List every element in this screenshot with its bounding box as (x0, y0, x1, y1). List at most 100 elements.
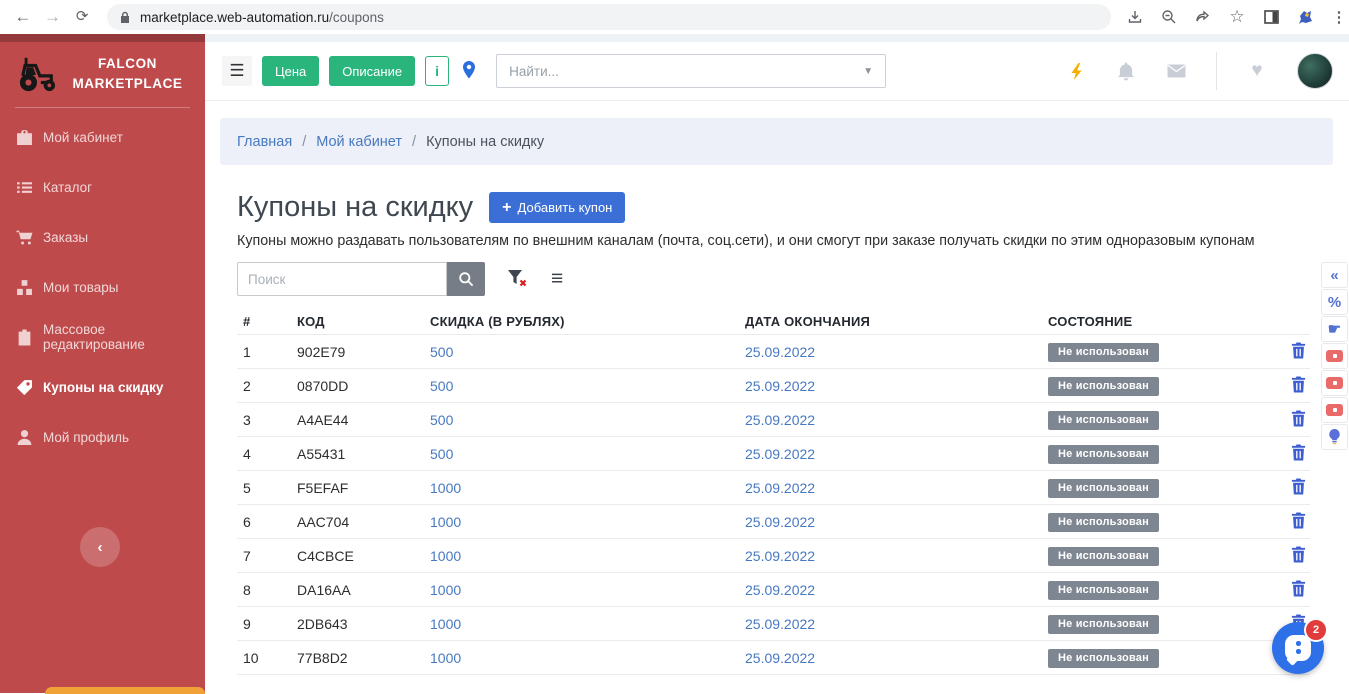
discount-editable-link[interactable]: 500 (430, 411, 454, 428)
video-icon (1326, 404, 1343, 416)
end-date-editable-link[interactable]: 25.09.2022 (745, 445, 816, 462)
tool-button-lightbulb[interactable] (1321, 424, 1348, 450)
sidebar-item-bulk-edit[interactable]: Массовое редактирование (0, 312, 205, 362)
end-date-editable-link[interactable]: 25.09.2022 (745, 581, 816, 598)
sidebar-item-label: Массовое редактирование (43, 322, 145, 353)
sidebar-item-orders[interactable]: Заказы (0, 212, 205, 262)
bottom-toast-peek (45, 687, 205, 694)
sidebar-item-profile[interactable]: Мой профиль (0, 412, 205, 462)
tool-button-video[interactable] (1321, 397, 1348, 423)
tool-button-video[interactable] (1321, 343, 1348, 369)
address-bar[interactable]: marketplace.web-automation.ru/coupons (107, 4, 1112, 30)
search-button[interactable] (447, 262, 485, 296)
zoom-out-icon[interactable] (1159, 7, 1179, 27)
header-end-date: ДАТА ОКОНЧАНИЯ (745, 313, 871, 329)
plus-icon: + (502, 198, 512, 216)
favorites-heart-icon[interactable]: ♥ (1251, 60, 1263, 81)
discount-editable-link[interactable]: 500 (430, 377, 454, 394)
breadcrumb-home-link[interactable]: Главная (237, 133, 293, 150)
status-badge: Не использован (1048, 512, 1159, 532)
discount-editable-link[interactable]: 1000 (430, 479, 462, 496)
coupon-code: F5EFAF (297, 479, 349, 496)
sidebar-item-products[interactable]: Мои товары (0, 262, 205, 312)
status-badge: Не использован (1048, 580, 1159, 600)
delete-coupon-button[interactable] (1288, 580, 1308, 600)
coupon-search-input[interactable] (237, 262, 447, 296)
tool-button-percent[interactable]: % (1321, 289, 1348, 315)
sidebar-item-label: Мой кабинет (43, 129, 123, 145)
add-coupon-button[interactable]: + Добавить купон (489, 192, 626, 223)
cart-icon (16, 229, 33, 246)
delete-coupon-button[interactable] (1288, 546, 1308, 566)
menu-toggle-icon[interactable]: ☰ (222, 56, 252, 86)
chat-widget-button[interactable]: 2 (1272, 618, 1328, 674)
end-date-editable-link[interactable]: 25.09.2022 (745, 615, 816, 632)
video-icon (1326, 350, 1343, 362)
sidebar-item-cabinet[interactable]: Мой кабинет (0, 112, 205, 162)
page-title: Купоны на скидку (237, 191, 474, 223)
row-number: 5 (243, 479, 251, 496)
discount-editable-link[interactable]: 1000 (430, 581, 462, 598)
tool-button-collapse-left[interactable]: « (1321, 262, 1348, 288)
price-button[interactable]: Цена (262, 56, 320, 86)
sidebar-item-coupons[interactable]: Купоны на скидку (0, 362, 205, 412)
browser-refresh-icon[interactable]: ⟳ (67, 3, 97, 31)
end-date-editable-link[interactable]: 25.09.2022 (745, 343, 816, 360)
clear-filter-button[interactable] (507, 269, 529, 289)
download-icon[interactable] (1125, 7, 1145, 27)
end-date-editable-link[interactable]: 25.09.2022 (745, 377, 816, 394)
discount-editable-link[interactable]: 500 (430, 445, 454, 462)
tool-button-video[interactable] (1321, 370, 1348, 396)
share-icon[interactable] (1193, 7, 1213, 27)
status-badge: Не использован (1048, 444, 1159, 464)
tool-button-hand-pointer[interactable]: ☛ (1321, 316, 1348, 342)
discount-editable-link[interactable]: 1000 (430, 615, 462, 632)
discount-editable-link[interactable]: 1000 (430, 649, 462, 666)
end-date-editable-link[interactable]: 25.09.2022 (745, 547, 816, 564)
row-number: 7 (243, 547, 251, 564)
end-date-editable-link[interactable]: 25.09.2022 (745, 479, 816, 496)
coupon-code: 902E79 (297, 343, 346, 360)
app-topbar: ☰ Цена Описание i Найти... ▼ ♥ (205, 42, 1349, 101)
coupon-code: DA16AA (297, 581, 351, 598)
sidebar-collapse-button[interactable]: ‹ (80, 527, 120, 567)
sidebar-item-label: Каталог (43, 179, 93, 195)
messages-envelope-icon[interactable] (1166, 61, 1186, 81)
user-avatar[interactable] (1297, 53, 1333, 89)
header-status: СОСТОЯНИЕ (1048, 313, 1133, 329)
info-button[interactable]: i (425, 56, 450, 86)
browser-forward-icon[interactable]: → (38, 3, 68, 31)
global-search-select[interactable]: Найти... ▼ (496, 54, 887, 88)
end-date-editable-link[interactable]: 25.09.2022 (745, 513, 816, 530)
lightning-icon[interactable] (1066, 61, 1086, 81)
table-row: 6 AAC704 1000 25.09.2022 Не использован (237, 504, 1310, 538)
table-row: 2 0870DD 500 25.09.2022 Не использован (237, 368, 1310, 402)
delete-coupon-button[interactable] (1288, 410, 1308, 430)
sidebar-item-catalog[interactable]: Каталог (0, 162, 205, 212)
discount-editable-link[interactable]: 1000 (430, 547, 462, 564)
location-pin-icon[interactable] (458, 56, 480, 86)
delete-coupon-button[interactable] (1288, 444, 1308, 464)
sidebar-menu: Мой кабинет Каталог Заказы Мои товары Ма… (0, 112, 205, 462)
chevron-down-icon: ▼ (863, 65, 874, 77)
columns-menu-button[interactable]: ≡ (551, 267, 564, 290)
logo[interactable]: FALCON MARKETPLACE (0, 42, 205, 105)
coupon-code: A4AE44 (297, 411, 349, 428)
side-panel-icon[interactable] (1261, 7, 1281, 27)
discount-editable-link[interactable]: 1000 (430, 513, 462, 530)
notifications-bell-icon[interactable] (1116, 61, 1136, 81)
breadcrumb-cabinet-link[interactable]: Мой кабинет (316, 133, 403, 150)
delete-coupon-button[interactable] (1288, 512, 1308, 532)
discount-editable-link[interactable]: 500 (430, 343, 454, 360)
delete-coupon-button[interactable] (1288, 376, 1308, 396)
end-date-editable-link[interactable]: 25.09.2022 (745, 411, 816, 428)
breadcrumb: Главная / Мой кабинет / Купоны на скидку (220, 118, 1333, 165)
description-button[interactable]: Описание (329, 56, 416, 86)
browser-back-icon[interactable]: ← (8, 3, 38, 31)
extension-icon[interactable] (1295, 7, 1315, 27)
end-date-editable-link[interactable]: 25.09.2022 (745, 649, 816, 666)
bookmark-star-icon[interactable]: ☆ (1229, 7, 1245, 26)
delete-coupon-button[interactable] (1288, 342, 1308, 362)
delete-coupon-button[interactable] (1288, 478, 1308, 498)
browser-menu-icon[interactable]: ⋮ (1331, 9, 1347, 26)
